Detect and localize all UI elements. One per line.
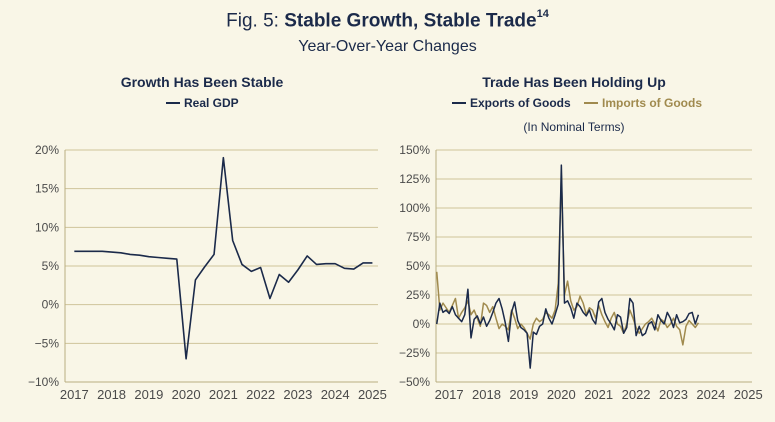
x-tick-label: 2023 (283, 387, 312, 402)
y-tick-label: 125% (399, 172, 430, 186)
y-tick-label: −5% (35, 336, 60, 350)
y-tick-label: 0% (42, 298, 60, 312)
x-tick-label: 2019 (134, 387, 163, 402)
trade-chart-subtitle: (In Nominal Terms) (523, 120, 624, 134)
trade-gridlines (436, 149, 752, 354)
x-tick-label: 2024 (696, 387, 725, 402)
x-tick-label: 2018 (97, 387, 126, 402)
legend-label-real-gdp: Real GDP (184, 96, 239, 110)
trade-legend: Exports of Goods Imports of Goods (452, 96, 702, 110)
growth-chart: Growth Has Been Stable Real GDP −10% −5% 0… (28, 74, 387, 402)
trade-chart-title: Trade Has Been Holding Up (482, 74, 666, 90)
series-line-exports (436, 164, 700, 369)
trade-x-tick-labels: 2017 2018 2019 2020 2021 2022 2023 2024 2025 (435, 387, 763, 402)
x-tick-label: 2024 (321, 387, 350, 402)
x-tick-label: 2022 (246, 387, 275, 402)
y-tick-label: 25% (406, 288, 430, 302)
y-tick-label: 20% (35, 143, 59, 157)
y-tick-label: 5% (42, 259, 60, 273)
y-tick-label: 150% (399, 143, 430, 157)
y-tick-label: 50% (406, 259, 430, 273)
y-tick-label: 75% (406, 230, 430, 244)
y-tick-label: −10% (28, 375, 59, 389)
y-tick-label: 15% (35, 182, 59, 196)
y-tick-label: 0% (413, 317, 431, 331)
x-tick-label: 2022 (622, 387, 651, 402)
x-tick-label: 2021 (209, 387, 238, 402)
x-tick-label: 2020 (547, 387, 576, 402)
x-tick-label: 2017 (60, 387, 89, 402)
x-tick-label: 2017 (435, 387, 464, 402)
x-tick-label: 2020 (172, 387, 201, 402)
x-tick-label: 2021 (584, 387, 613, 402)
x-tick-label: 2025 (358, 387, 387, 402)
growth-x-tick-labels: 2017 2018 2019 2020 2021 2022 2023 2024 2025 (60, 387, 387, 402)
legend-label-imports: Imports of Goods (602, 96, 702, 110)
y-tick-label: −50% (399, 375, 430, 389)
y-tick-label: −25% (399, 346, 430, 360)
series-line-real-gdp (74, 156, 373, 360)
growth-legend: Real GDP (166, 96, 239, 110)
growth-y-tick-labels: −10% −5% 0% 5% 10% 15% 20% (28, 143, 59, 389)
legend-label-exports: Exports of Goods (470, 96, 571, 110)
series-line-imports (436, 174, 700, 346)
x-tick-label: 2025 (734, 387, 763, 402)
figure-title: Fig. 5: Stable Growth, Stable Trade14 (0, 8, 775, 32)
growth-gridlines (65, 149, 378, 344)
figure-subtitle: Year-Over-Year Changes (298, 38, 477, 55)
x-tick-label: 2019 (509, 387, 538, 402)
footnote-marker: 14 (536, 8, 549, 20)
trade-chart: Trade Has Been Holding Up Exports of Goo… (399, 74, 763, 402)
figure-prefix: Fig. 5: (226, 10, 279, 32)
trade-y-tick-labels: −50% −25% 0% 25% 50% 75% 100% 125% 150% (399, 143, 430, 389)
growth-chart-title: Growth Has Been Stable (121, 74, 284, 90)
x-tick-label: 2018 (472, 387, 501, 402)
figure-main-title: Stable Growth, Stable Trade (284, 10, 537, 32)
y-tick-label: 100% (399, 201, 430, 215)
x-tick-label: 2023 (659, 387, 688, 402)
y-tick-label: 10% (35, 220, 59, 234)
